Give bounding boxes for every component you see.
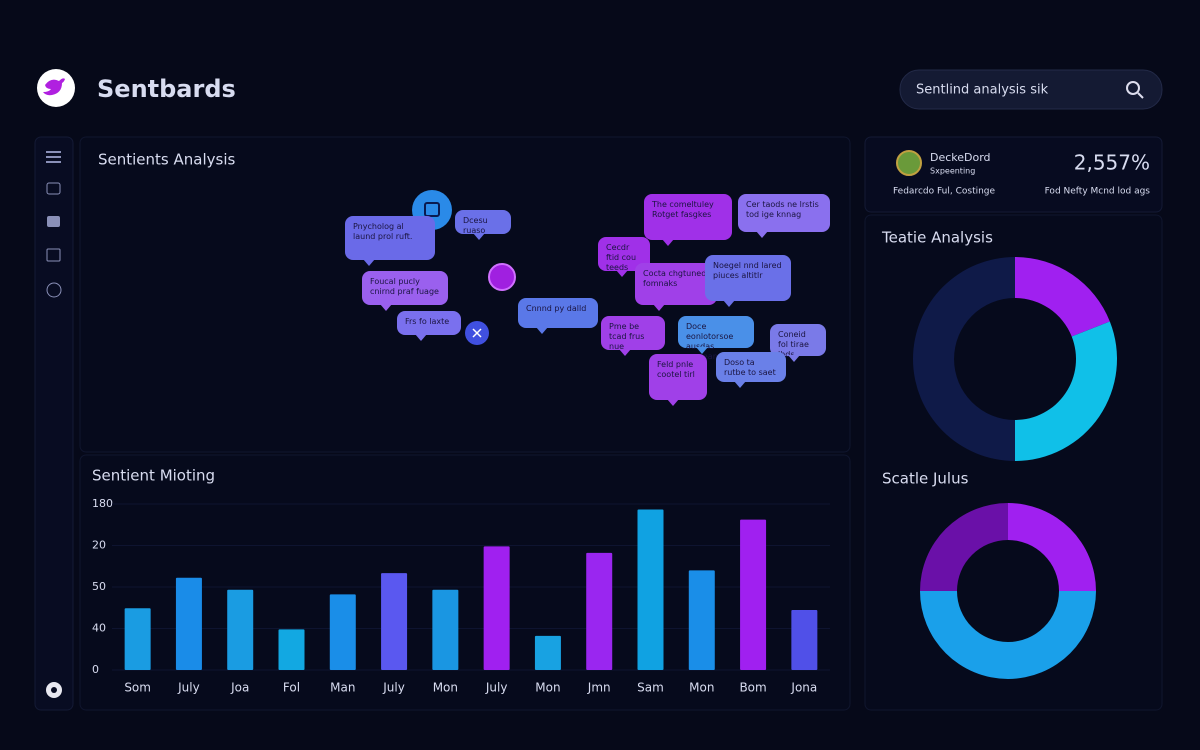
x-tick-label: Joa <box>230 681 249 695</box>
sidebar <box>34 136 74 711</box>
profile-caption: Fedarcdo Ful, Costinge <box>893 187 996 197</box>
bar <box>175 577 202 670</box>
bar <box>329 594 356 670</box>
app-title: Sentbards <box>97 75 236 103</box>
bar <box>227 589 254 670</box>
bubble-icon-glyph <box>472 328 482 338</box>
speech-bubble: Cer taods ne lrstis tod ige knnag <box>738 194 830 238</box>
speech-bubble: Coneid fol tirae lhds <box>770 324 826 362</box>
settings-icon-hole <box>51 687 57 693</box>
x-tick-label: July <box>382 681 405 695</box>
profile-role: Sxpeenting <box>930 167 975 176</box>
bubble-icon <box>488 263 516 291</box>
x-tick-label: Bom <box>739 681 766 695</box>
x-tick-label: Som <box>124 681 151 695</box>
speech-bubble: Noegel nnd lared piuces altitlr <box>705 255 791 307</box>
nav-icon[interactable] <box>46 161 61 163</box>
speech-bubble: Frs fo laxte <box>397 311 461 341</box>
panel-title: Sentients Analysis <box>98 151 235 169</box>
donut-segment <box>1015 321 1117 461</box>
bubble-icon-glyph <box>424 202 440 217</box>
nav-icon[interactable] <box>46 182 61 195</box>
speech-bubble: Feld pnle cootel tirl <box>649 354 707 406</box>
x-tick-label: Sam <box>637 681 664 695</box>
nav-icon[interactable] <box>46 282 62 298</box>
bar <box>381 573 408 670</box>
x-tick-label: Mon <box>535 681 560 695</box>
bar <box>740 519 767 670</box>
profile-name: DeckeDord <box>930 151 991 164</box>
search-icon-handle <box>1137 92 1144 99</box>
bar <box>483 546 510 670</box>
bar <box>791 610 818 670</box>
bar <box>534 635 561 670</box>
bar <box>432 589 459 670</box>
y-tick-label: 0 <box>92 663 99 676</box>
speech-bubble: Pme be tcad frus nue <box>601 316 665 356</box>
speech-bubble: Pnycholog al laund prol ruft. <box>345 216 435 266</box>
speech-bubble: Doso ta rutbe to saet <box>716 352 786 388</box>
x-tick-label: Mon <box>689 681 714 695</box>
speech-bubble: Foucal pucly cnirnd praf fuage <box>362 271 448 311</box>
bar <box>637 509 664 670</box>
y-tick-label: 20 <box>92 539 106 552</box>
x-tick-label: July <box>485 681 508 695</box>
profile-caption: Fod Nefty Mcnd lod ags <box>1045 187 1151 197</box>
search-box[interactable] <box>899 69 1163 110</box>
x-tick-label: Jmn <box>587 681 611 695</box>
speech-bubble: Doce eonlotorsoe ausdas meseand <box>678 316 754 361</box>
donut-segment <box>1008 503 1096 591</box>
search-placeholder[interactable]: Sentlind analysis sik <box>916 83 1049 98</box>
speech-bubble: The comeltuley Rotget fasgkes <box>644 194 732 246</box>
x-tick-label: July <box>177 681 200 695</box>
x-tick-label: Man <box>330 681 355 695</box>
nav-icon[interactable] <box>46 248 61 262</box>
speech-bubble: Dcesu ruaso <box>455 210 511 240</box>
chart-title: Scatle Julus <box>882 470 969 488</box>
logo-bird <box>43 78 65 96</box>
nav-icon[interactable] <box>47 216 60 227</box>
profile-stat: 2,557% <box>1074 151 1150 175</box>
y-tick-label: 50 <box>92 580 106 593</box>
bar <box>688 570 715 670</box>
x-tick-label: Fol <box>283 681 300 695</box>
donut-segment <box>920 503 1008 591</box>
nav-icon[interactable] <box>46 156 61 158</box>
search-icon[interactable] <box>1126 81 1140 95</box>
profile-card <box>864 136 1163 213</box>
sidebar-icons <box>46 151 62 698</box>
chart-title: Sentient Mioting <box>92 467 215 485</box>
x-tick-label: Jona <box>790 681 817 695</box>
speech-bubble: Cecdr ftid cou teeds <box>598 237 650 277</box>
speech-bubble: Cocta chgtuned fomnaks <box>635 263 717 311</box>
avatar <box>896 150 922 176</box>
speech-bubble: Cnnnd py dalld <box>518 298 598 334</box>
donut-segment <box>1015 257 1110 337</box>
bar <box>124 608 151 670</box>
bar <box>586 552 613 670</box>
nav-icon[interactable] <box>46 151 61 153</box>
donut-segment <box>920 591 1096 679</box>
chart-title: Teatie Analysis <box>881 229 993 247</box>
x-tick-label: Mon <box>433 681 458 695</box>
y-tick-label: 40 <box>92 622 106 635</box>
bar <box>278 629 305 670</box>
donut-segment <box>913 257 1015 461</box>
y-tick-label: 180 <box>92 497 113 510</box>
